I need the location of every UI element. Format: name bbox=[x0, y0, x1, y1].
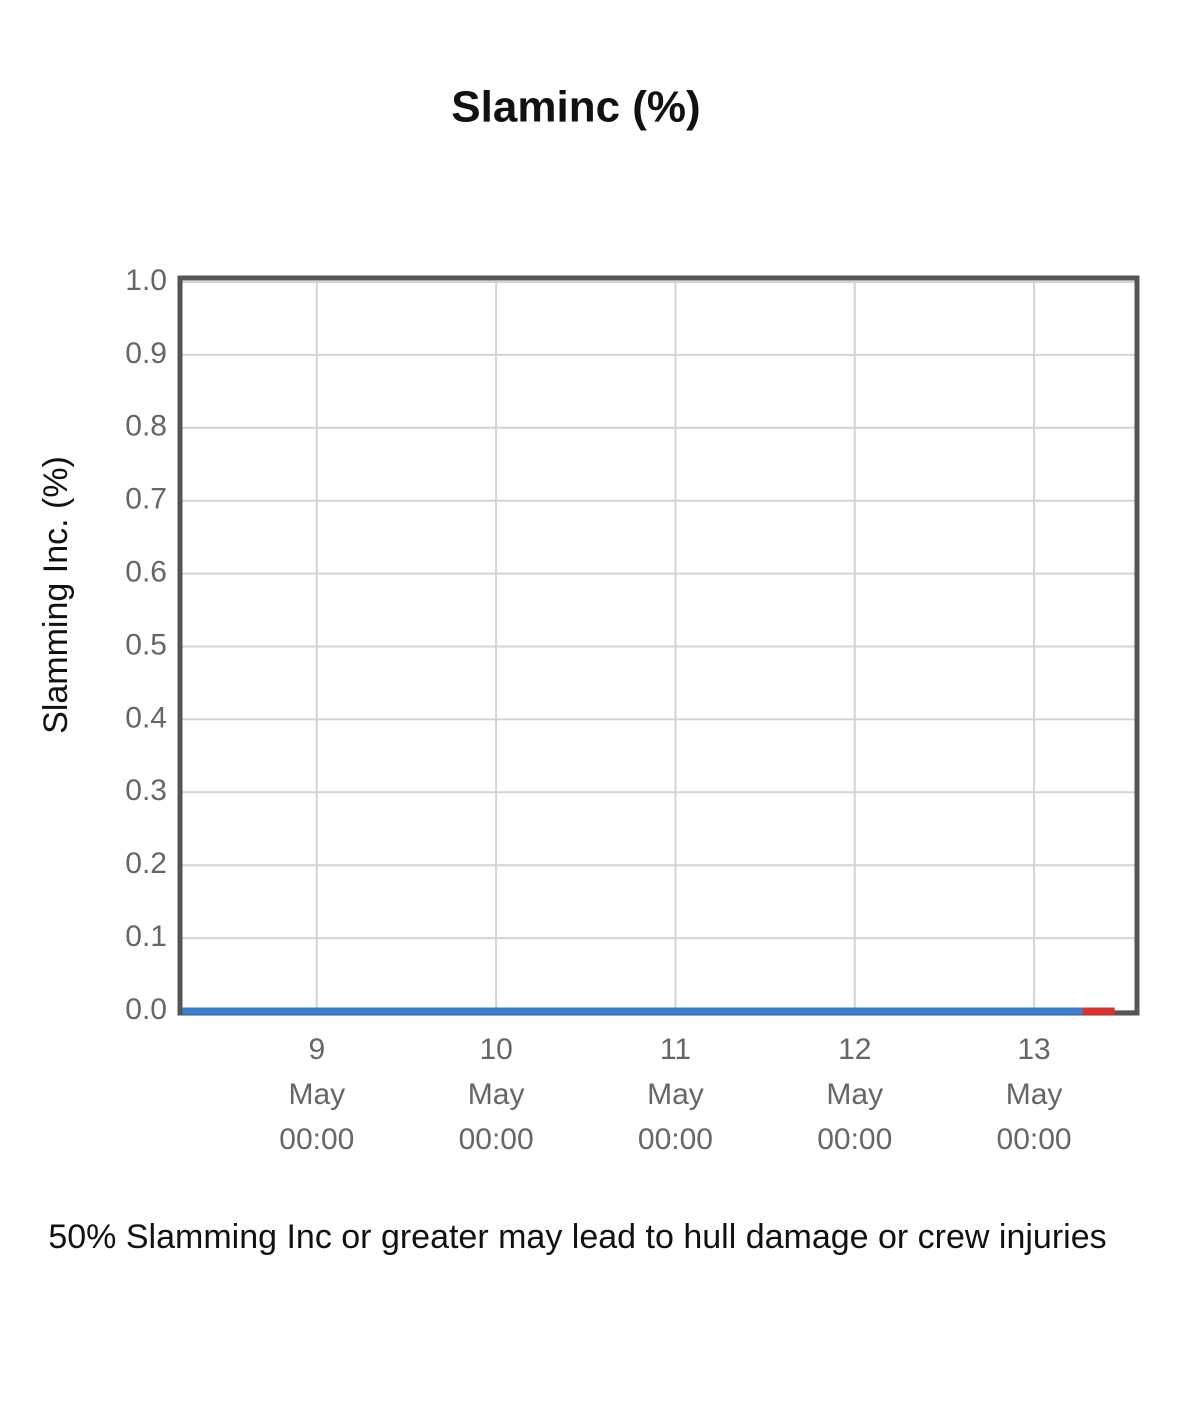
x-tick-label: 9 May 00:00 bbox=[279, 1033, 355, 1156]
y-tick-label: 0.6 bbox=[125, 556, 167, 589]
y-tick-label: 1.0 bbox=[125, 264, 167, 297]
y-tick-label: 0.3 bbox=[125, 774, 167, 807]
x-tick-label: 10 May 00:00 bbox=[458, 1033, 534, 1156]
y-tick-label: 0.1 bbox=[125, 920, 167, 953]
y-tick-label: 0.0 bbox=[125, 993, 167, 1026]
y-tick-label: 0.2 bbox=[125, 847, 167, 880]
x-tick-label: 12 May 00:00 bbox=[817, 1033, 893, 1156]
footnote: 50% Slamming Inc or greater may lead to … bbox=[48, 1218, 1107, 1256]
x-tick-label: 11 May 00:00 bbox=[637, 1033, 713, 1156]
y-tick-label: 0.8 bbox=[125, 410, 167, 443]
y-tick-label: 0.7 bbox=[125, 483, 167, 516]
x-tick-label: 13 May 00:00 bbox=[996, 1033, 1072, 1156]
y-tick-label: 0.9 bbox=[125, 337, 167, 370]
y-axis-label: Slamming Inc. (%) bbox=[37, 456, 75, 734]
y-tick-label: 0.5 bbox=[125, 628, 167, 661]
y-tick-label: 0.4 bbox=[125, 701, 167, 734]
chart-title: Slaminc (%) bbox=[451, 83, 700, 132]
